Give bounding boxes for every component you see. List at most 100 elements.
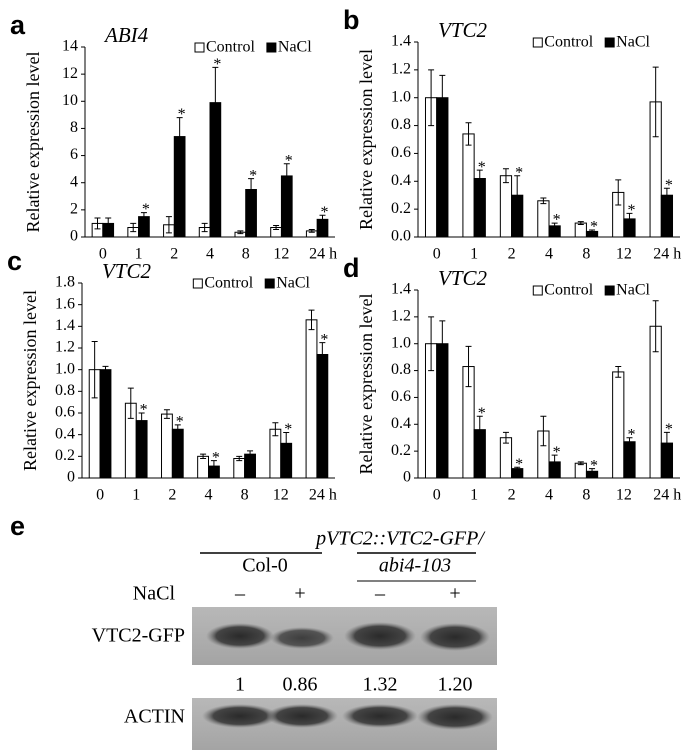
y-tick-label: 0	[403, 469, 411, 486]
y-axis-label: Relative expression level	[356, 49, 376, 230]
y-tick-label: 0.6	[55, 404, 75, 421]
error-bar	[319, 342, 326, 367]
error-bar	[428, 316, 435, 372]
x-tick-label: 1	[470, 487, 478, 504]
error-bar	[174, 424, 181, 435]
y-tick-label: 1.8	[55, 274, 75, 291]
legend-swatch	[194, 42, 205, 53]
treatment: +	[294, 583, 305, 605]
bar	[233, 458, 246, 479]
panel-label: a	[10, 10, 26, 40]
y-tick-label: 10	[62, 92, 78, 109]
y-tick-label: 0.6	[391, 388, 411, 405]
x-tick-label: 2	[170, 246, 178, 263]
legend-label: NaCl	[278, 39, 312, 56]
significance: *	[515, 164, 523, 181]
error-bar	[577, 221, 584, 225]
x-tick-label: 8	[242, 246, 250, 263]
y-tick-label: 0.6	[391, 144, 411, 161]
error-bar	[273, 224, 280, 231]
x-tick-label: 2	[508, 246, 516, 263]
y-tick-label: 1.0	[391, 334, 411, 351]
y-tick-label: 1.4	[391, 281, 411, 298]
chart-title: VTC2	[438, 266, 488, 290]
y-tick-label: 12	[62, 65, 78, 82]
legend-label: Control	[204, 275, 253, 292]
significance: *	[320, 331, 328, 348]
ratio: 1.20	[438, 674, 473, 696]
treatment: +	[449, 583, 460, 605]
band	[344, 622, 416, 650]
x-tick-label: 4	[206, 246, 214, 263]
error-bar	[91, 341, 98, 399]
bar	[499, 175, 513, 238]
x-tick-label: 2	[168, 487, 176, 504]
x-tick-label: 0	[96, 487, 104, 504]
legend-label: NaCl	[616, 282, 650, 299]
error-bar	[163, 409, 170, 419]
chart-title: ABI4	[103, 23, 149, 47]
legend-swatch	[532, 285, 543, 296]
error-bar	[465, 345, 472, 388]
y-tick-label: 0	[67, 469, 75, 486]
row-label: ACTIN	[124, 706, 185, 728]
error-bar	[428, 69, 435, 127]
error-bar	[237, 230, 244, 235]
y-tick-label: 0.4	[55, 425, 75, 442]
bar	[161, 413, 173, 479]
bar	[574, 462, 587, 479]
y-tick-label: 1.0	[55, 360, 75, 377]
error-bar	[319, 214, 326, 224]
error-bar	[652, 66, 659, 138]
error-bar	[102, 365, 109, 374]
error-bar	[200, 453, 207, 459]
legend-label: Control	[544, 282, 593, 299]
chart-title: VTC2	[102, 259, 152, 283]
significance: *	[285, 152, 293, 169]
significance: *	[140, 402, 148, 419]
y-axis-label: Relative expression level	[20, 290, 40, 471]
x-tick-label: 1	[132, 487, 140, 504]
band	[420, 623, 490, 651]
significance: *	[284, 421, 292, 438]
error-bar	[589, 468, 596, 475]
x-tick-label: 24 h	[309, 246, 337, 263]
error-bar	[540, 415, 547, 447]
bar	[316, 354, 329, 479]
significance: *	[665, 177, 673, 194]
group-label: abi4-103	[379, 555, 451, 577]
error-bar	[210, 460, 217, 472]
y-tick-label: 8	[70, 119, 78, 136]
band	[206, 623, 274, 649]
legend-swatch	[604, 285, 615, 296]
significance: *	[213, 56, 221, 73]
legend-swatch	[604, 37, 615, 48]
bar	[171, 428, 184, 479]
error-bar	[94, 217, 101, 230]
error-bar	[465, 122, 472, 146]
bar	[197, 455, 210, 479]
x-tick-label: 0	[433, 246, 441, 263]
significance: *	[590, 457, 598, 474]
significance: *	[665, 421, 673, 438]
panel-label: d	[343, 253, 360, 283]
significance: *	[627, 426, 635, 443]
y-tick-label: 0.2	[55, 447, 75, 464]
significance: *	[478, 405, 486, 422]
legend-swatch	[532, 37, 543, 48]
y-tick-label: 2	[70, 201, 78, 218]
y-tick-label: 1.2	[391, 308, 411, 325]
significance: *	[212, 449, 220, 466]
error-bar	[615, 179, 622, 206]
chart-title: VTC2	[438, 18, 488, 42]
error-bar	[589, 229, 596, 234]
error-bar	[439, 74, 446, 121]
error-bar	[138, 412, 145, 429]
error-bar	[439, 320, 446, 368]
error-bar	[540, 197, 547, 205]
band	[417, 704, 493, 730]
y-tick-label: 0.8	[391, 361, 411, 378]
y-tick-label: 0	[70, 228, 78, 245]
error-bar	[283, 432, 290, 455]
